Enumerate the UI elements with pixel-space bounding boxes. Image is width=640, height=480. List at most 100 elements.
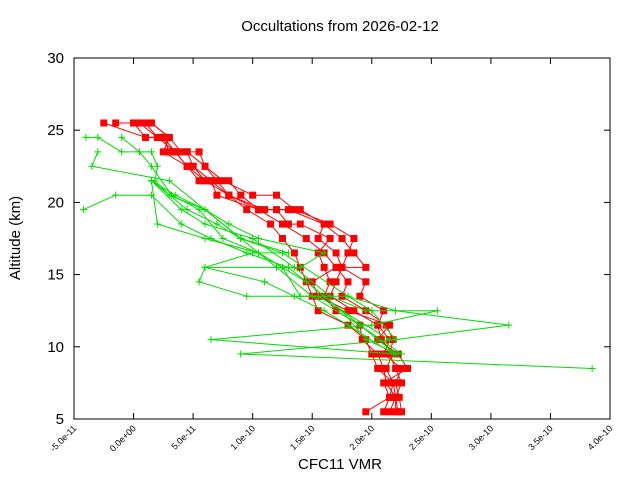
data-point: [386, 408, 394, 416]
data-point: [368, 321, 376, 329]
data-point: [201, 206, 209, 214]
data-point: [195, 278, 203, 286]
data-point: [389, 350, 397, 358]
data-point: [338, 307, 346, 315]
data-point: [290, 292, 298, 300]
data-point: [249, 249, 257, 257]
data-point: [320, 263, 328, 271]
data-point: [147, 119, 155, 127]
data-point: [326, 220, 334, 228]
data-point: [344, 307, 352, 315]
data-point: [177, 206, 185, 214]
data-point: [237, 191, 245, 199]
data-point: [386, 393, 394, 401]
data-point: [356, 321, 364, 329]
x-tick-label: 4.0e-10: [586, 423, 615, 452]
data-point: [314, 307, 322, 315]
data-point: [326, 235, 334, 242]
data-point: [362, 263, 370, 271]
data-point: [225, 177, 233, 185]
data-point: [290, 249, 298, 257]
y-tick-label: 30: [47, 50, 64, 67]
data-point: [368, 307, 376, 315]
series-green-8: [147, 177, 397, 358]
data-point: [314, 292, 322, 300]
data-point: [201, 220, 209, 228]
data-point: [219, 177, 227, 185]
data-point: [320, 249, 328, 257]
data-point: [362, 307, 370, 315]
data-point: [395, 393, 403, 401]
data-point: [159, 148, 167, 156]
data-point: [136, 119, 144, 127]
data-point: [350, 307, 358, 315]
data-point: [88, 162, 96, 170]
data-point: [302, 235, 310, 242]
data-point: [392, 408, 400, 416]
data-point: [278, 235, 286, 242]
data-point: [296, 220, 304, 228]
data-point: [255, 206, 263, 214]
data-point: [261, 206, 269, 214]
data-point: [177, 220, 185, 228]
x-tick-label: 0.0e+00: [108, 423, 138, 453]
chart-title: Occultations from 2026-02-12: [241, 18, 439, 35]
data-point: [100, 119, 108, 127]
data-point: [195, 177, 203, 185]
data-point: [118, 133, 126, 141]
data-point: [80, 206, 88, 214]
data-point: [147, 162, 155, 170]
data-point: [332, 263, 340, 271]
y-tick-label: 10: [47, 339, 64, 356]
data-point: [320, 220, 328, 228]
data-point: [374, 364, 382, 372]
data-point: [356, 292, 364, 300]
series-layer: [80, 119, 596, 416]
data-point: [350, 235, 358, 242]
data-point: [368, 350, 376, 358]
data-point: [165, 177, 173, 185]
data-point: [296, 206, 304, 214]
data-point: [588, 364, 596, 372]
series-line: [151, 180, 390, 341]
data-point: [314, 249, 322, 257]
data-point: [362, 408, 370, 416]
series-line: [91, 151, 509, 341]
data-point: [296, 263, 304, 271]
data-point: [382, 379, 390, 387]
x-tick-label: 5.0e-11: [169, 423, 197, 451]
data-point: [380, 350, 388, 358]
data-point: [243, 249, 251, 257]
data-point: [147, 177, 155, 185]
data-point: [380, 408, 388, 416]
data-point: [380, 364, 388, 372]
data-point: [398, 379, 406, 387]
y-tick-label: 5: [56, 411, 64, 428]
data-point: [213, 220, 221, 228]
data-point: [374, 321, 382, 329]
data-point: [171, 191, 179, 199]
x-tick-label: 3.5e-10: [526, 423, 555, 452]
data-point: [272, 206, 280, 214]
data-point: [398, 350, 406, 358]
data-point: [159, 133, 167, 141]
data-point: [141, 119, 149, 127]
data-point: [398, 364, 406, 372]
data-point: [249, 191, 257, 199]
data-point: [344, 278, 352, 286]
data-point: [201, 263, 209, 271]
data-point: [272, 191, 280, 199]
data-point: [183, 162, 191, 170]
data-point: [118, 148, 126, 156]
data-point: [243, 206, 251, 214]
data-point: [136, 148, 144, 156]
data-point: [386, 321, 394, 329]
data-point: [183, 148, 191, 156]
data-point: [344, 249, 352, 257]
plot-frame: [73, 57, 611, 420]
data-point: [326, 278, 334, 286]
data-point: [332, 249, 340, 257]
data-point: [398, 408, 406, 416]
x-axis-label: CFC11 VMR: [298, 456, 382, 473]
data-point: [213, 177, 221, 185]
